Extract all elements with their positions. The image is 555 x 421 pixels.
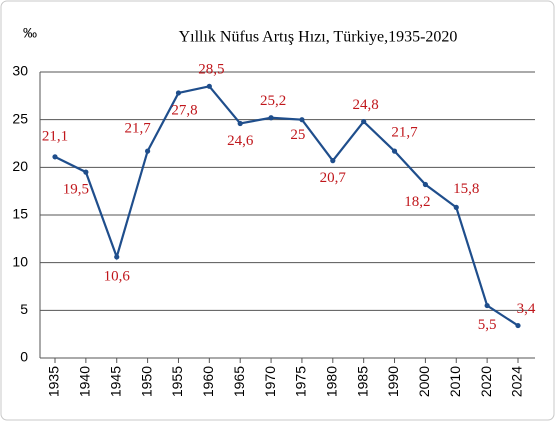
chart-title: Yıllık Nüfus Artış Hızı, Türkiye,1935-20…: [179, 29, 458, 46]
x-tick-label: 1945: [107, 366, 123, 397]
x-tick-label: 1935: [46, 366, 62, 397]
y-tick-label: 25: [12, 110, 28, 126]
data-point: [299, 117, 305, 123]
data-point: [422, 181, 428, 188]
data-label: 20,7: [320, 170, 347, 186]
data-label: 10,6: [104, 268, 131, 284]
data-point: [391, 148, 398, 154]
y-tick-label: 10: [12, 253, 28, 269]
x-tick-label: 1970: [262, 366, 278, 397]
data-point: [330, 158, 336, 164]
x-tick-label: 1955: [169, 366, 185, 397]
x-tick-label: 1950: [138, 366, 154, 397]
series-line: [54, 85, 519, 327]
data-point: [361, 118, 367, 125]
data-point: [83, 169, 89, 175]
data-label: 18,2: [404, 194, 430, 210]
data-label: 27,8: [171, 102, 197, 118]
data-point: [206, 83, 212, 89]
y-tick-label: 5: [20, 301, 28, 317]
data-point: [114, 254, 120, 260]
x-tick-label: 1990: [385, 366, 401, 397]
data-point: [52, 154, 58, 160]
y-axis-label: ‰: [23, 25, 37, 41]
data-label: 15,8: [453, 181, 479, 197]
data-point: [175, 90, 182, 96]
data-label: 19,5: [63, 182, 89, 198]
x-tick-label: 1985: [354, 366, 370, 397]
data-label: 25: [290, 127, 305, 143]
data-label: 25,2: [260, 93, 286, 109]
y-tick-label: 30: [12, 63, 28, 79]
data-point: [484, 302, 490, 309]
x-tick-label: 1975: [293, 366, 309, 397]
data-label: 24,8: [353, 97, 379, 113]
x-tick-label: 1980: [324, 366, 340, 397]
data-point: [515, 322, 521, 329]
data-point: [268, 115, 274, 121]
y-tick-label: 20: [12, 158, 28, 174]
data-label: 28,5: [198, 62, 224, 78]
data-label: 21,1: [42, 128, 68, 144]
data-label: 24,6: [227, 133, 254, 149]
data-label: 21,7: [124, 121, 151, 137]
x-tick-label: 1960: [200, 366, 216, 397]
x-tick-label: 1965: [231, 366, 247, 397]
x-tick-label: 1940: [77, 366, 93, 397]
data-label: 21,7: [391, 125, 418, 141]
data-point: [453, 204, 459, 210]
x-tick-label: 2020: [478, 366, 494, 397]
x-tick-label: 2010: [447, 366, 463, 397]
y-tick-label: 0: [20, 349, 28, 365]
data-label: 5,5: [478, 317, 497, 333]
y-tick-label: 15: [12, 206, 28, 222]
x-tick-label: 2024: [509, 366, 525, 397]
data-point: [237, 120, 243, 127]
x-tick-label: 2000: [416, 366, 432, 397]
data-label: 3,4: [517, 301, 536, 317]
data-point: [145, 148, 151, 154]
